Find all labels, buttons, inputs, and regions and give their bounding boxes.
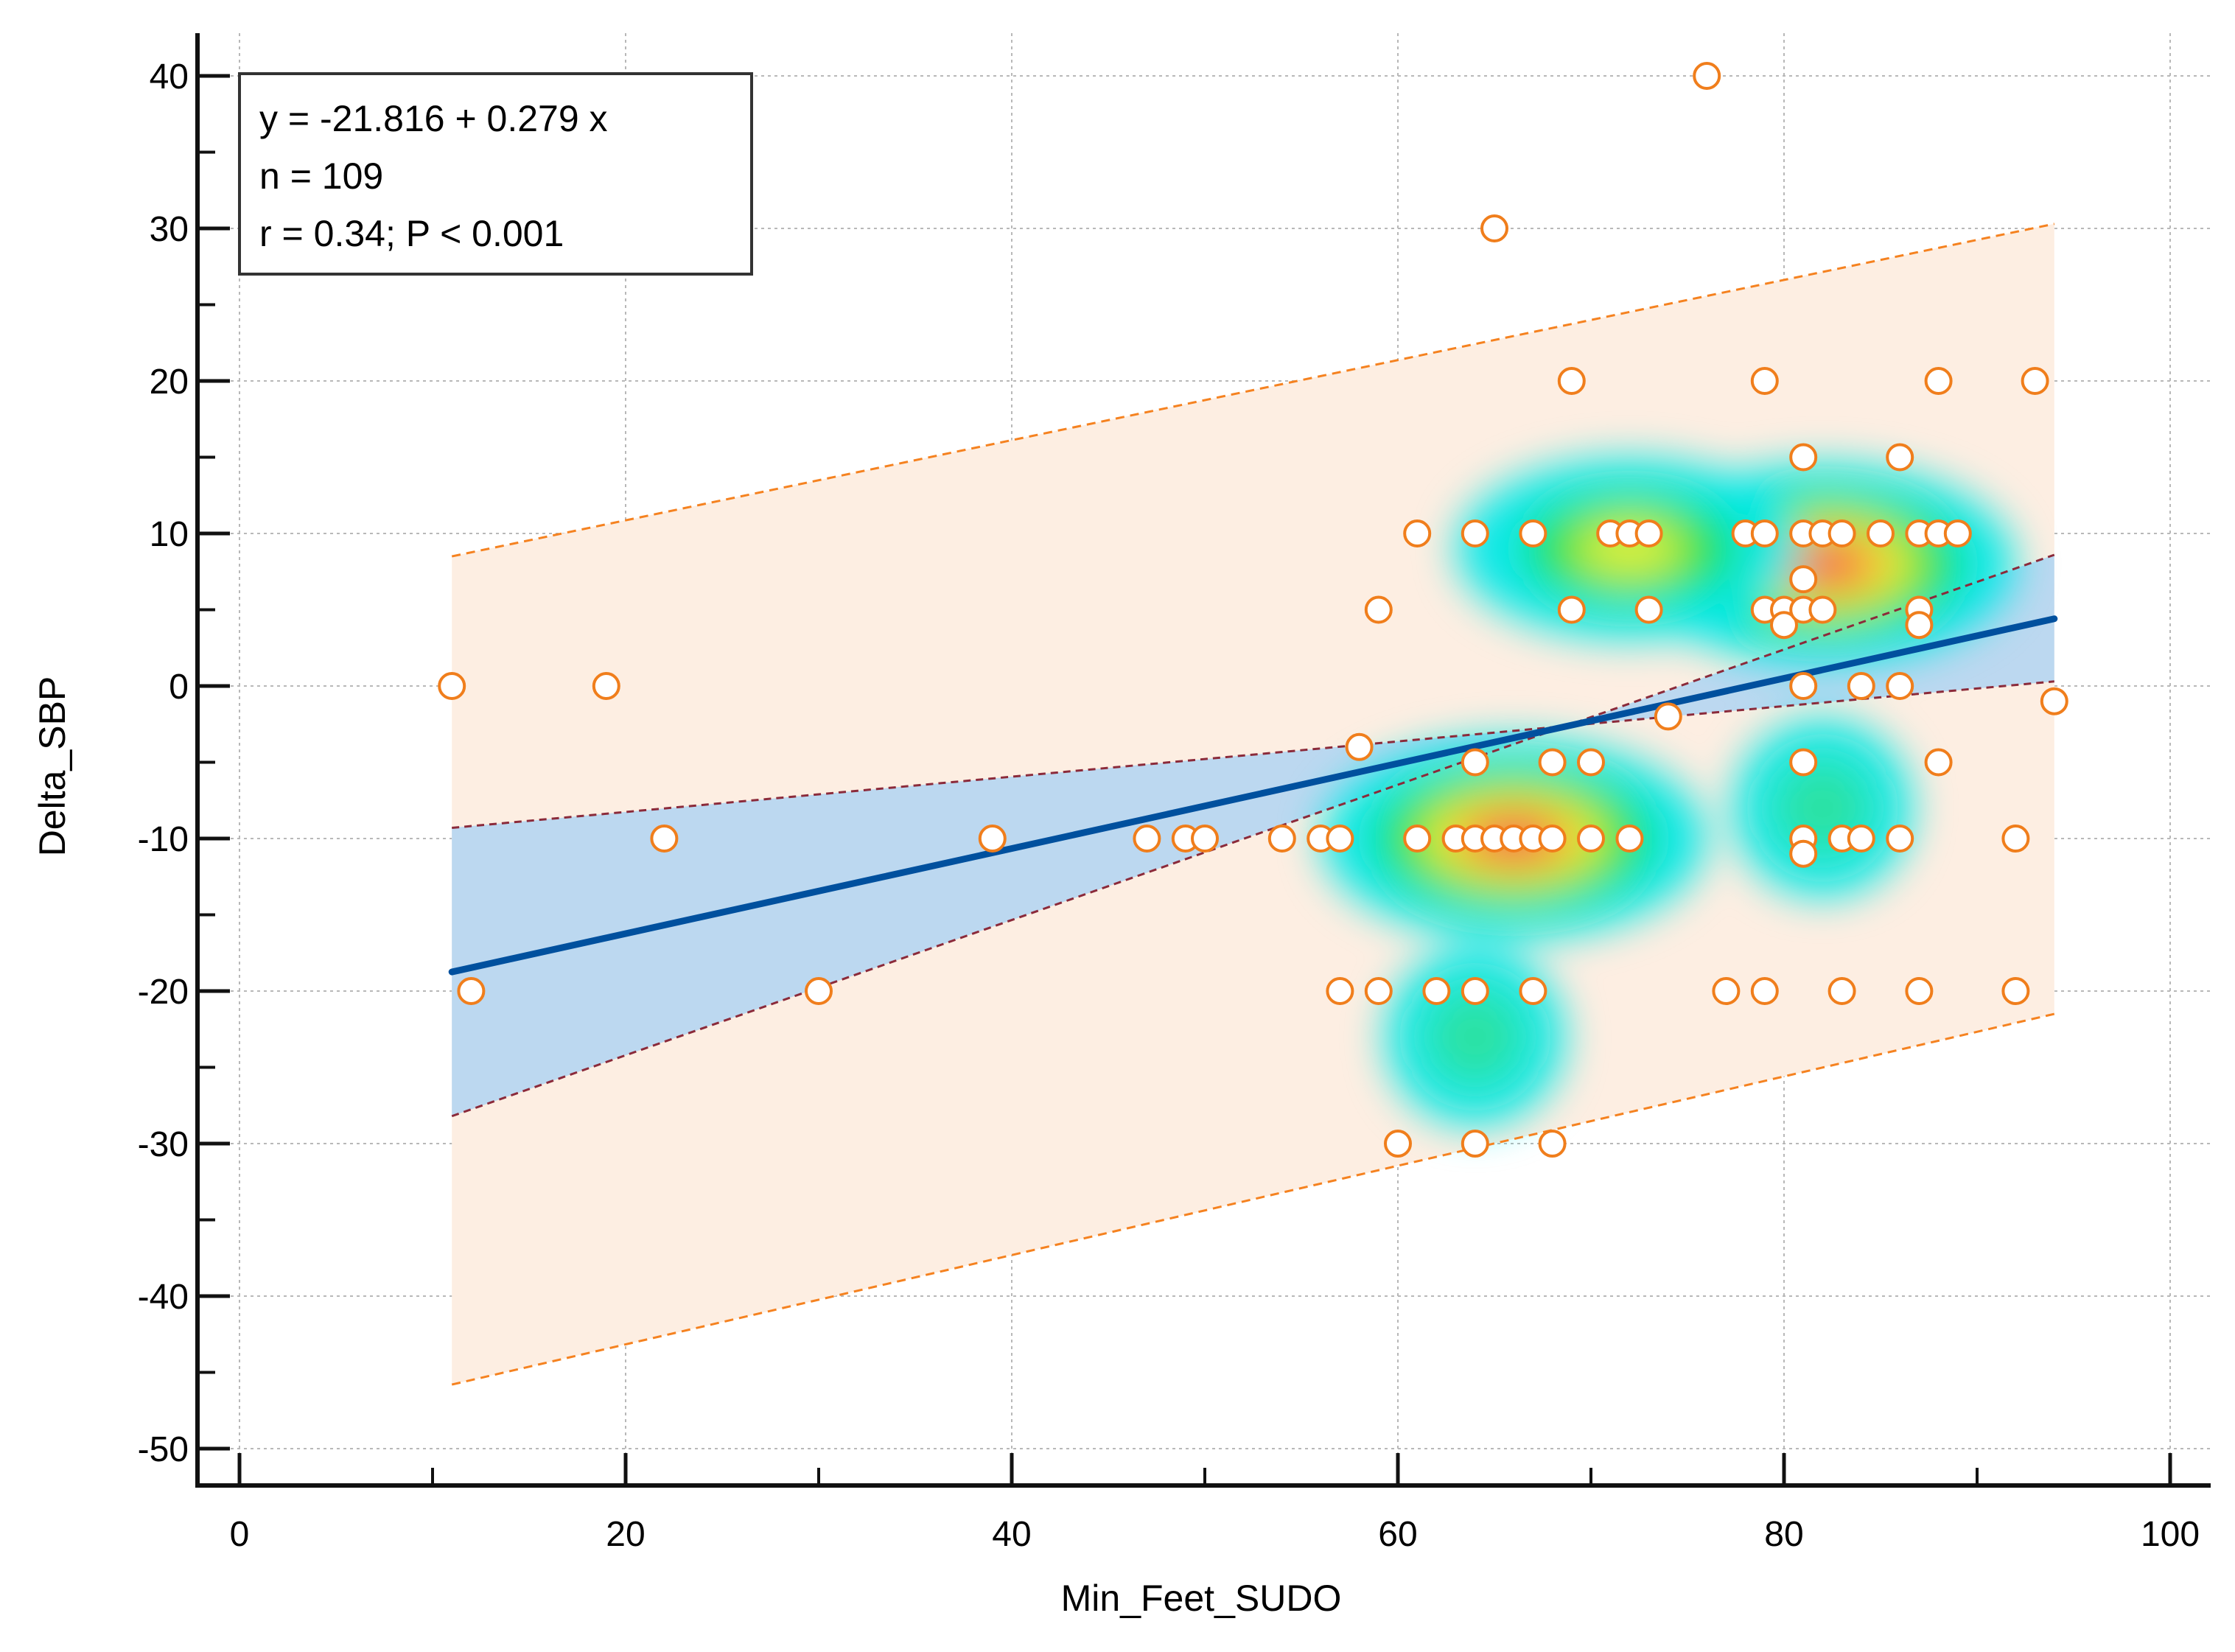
y-tick-label: 30 [150,210,189,249]
data-point [1808,595,1837,624]
data-point [2040,687,2068,715]
data-point [1461,1130,1489,1158]
data-point [1422,977,1451,1005]
data-point [805,977,833,1005]
data-point [1847,825,1875,853]
data-point [1364,595,1393,624]
data-point [1557,367,1586,395]
data-point [1519,519,1547,547]
x-tick-label: 60 [1378,1515,1417,1554]
data-points [438,62,2068,1158]
data-point [1191,825,1219,853]
data-point [1827,977,1856,1005]
legend-frame [238,72,753,276]
data-point [1750,367,1779,395]
y-tick-label: 40 [150,57,189,97]
data-point [1326,977,1354,1005]
y-tick-label: -20 [138,973,189,1012]
data-point [1924,367,1953,395]
data-point [1750,977,1779,1005]
data-point [1403,825,1432,853]
data-point [1789,443,1818,472]
data-point [1461,519,1489,547]
data-point [1654,702,1682,731]
data-point [1461,748,1489,777]
regression-lines [448,223,2058,1386]
confidence-lower-line [452,680,2054,830]
data-point [2021,367,2049,395]
data-point [438,672,466,700]
y-tick-label: -30 [138,1125,189,1164]
data-point [1847,672,1875,700]
data-point [1538,1130,1567,1158]
data-point [1750,519,1779,547]
data-point [1789,565,1818,594]
data-point [1557,595,1586,624]
data-point [1905,611,1934,640]
data-point [1634,519,1663,547]
y-tick-label: 10 [150,515,189,554]
x-tick-label: 100 [2141,1515,2200,1554]
data-point [1577,825,1605,853]
data-point [2001,825,2030,853]
data-point [1384,1130,1412,1158]
prediction-upper-line [451,223,2055,558]
data-point [1924,748,1953,777]
data-point [1770,611,1798,640]
data-point [1133,825,1161,853]
x-axis-title: Min_Feet_SUDO [1061,1578,1342,1619]
data-point [1538,748,1567,777]
data-point [1577,748,1605,777]
density-blob [1425,987,1525,1087]
data-point [1789,748,1818,777]
data-point [592,672,620,700]
prediction-lower-line [451,1012,2055,1386]
data-point [2001,977,2030,1005]
data-point [1326,825,1354,853]
data-point [1538,825,1567,853]
confidence-band [452,554,2054,1116]
data-point [1267,825,1296,853]
data-point [1886,443,1914,472]
y-tick-label: -10 [138,820,189,859]
data-point [457,977,486,1005]
data-point [1461,977,1489,1005]
data-point [1827,519,1856,547]
stats-legend-box: y = -21.816 + 0.279 x n = 109 r = 0.34; … [238,72,753,276]
x-tick-label: 40 [992,1515,1031,1554]
y-axis-title: Delta_SBP [32,676,73,857]
x-tick-label: 0 [230,1515,250,1554]
y-tick-label: 20 [150,363,189,402]
data-point [1712,977,1741,1005]
correlation-stats: r = 0.34; P < 0.001 [259,213,564,254]
data-point [1943,519,1972,547]
data-point [1886,672,1914,700]
y-tick-label: -40 [138,1278,189,1317]
x-tick-label: 20 [606,1515,645,1554]
data-point [1789,672,1818,700]
data-point [1364,977,1393,1005]
regression-line [448,615,2058,976]
data-point [1615,825,1644,853]
data-point [1789,839,1818,868]
data-point [1403,519,1432,547]
data-point [1345,732,1374,761]
data-point [650,825,679,853]
data-point [1867,519,1895,547]
data-point [1480,214,1508,242]
data-point [1693,62,1721,90]
regression-equation: y = -21.816 + 0.279 x [259,98,608,139]
data-point [1634,595,1663,624]
sample-size: n = 109 [259,155,383,197]
data-point [978,825,1007,853]
y-tick-label: 0 [169,668,189,707]
x-tick-label: 80 [1764,1515,1803,1554]
data-point [1886,825,1914,853]
y-tick-label: -50 [138,1430,189,1469]
data-point [1519,977,1547,1005]
data-point [1905,977,1934,1005]
